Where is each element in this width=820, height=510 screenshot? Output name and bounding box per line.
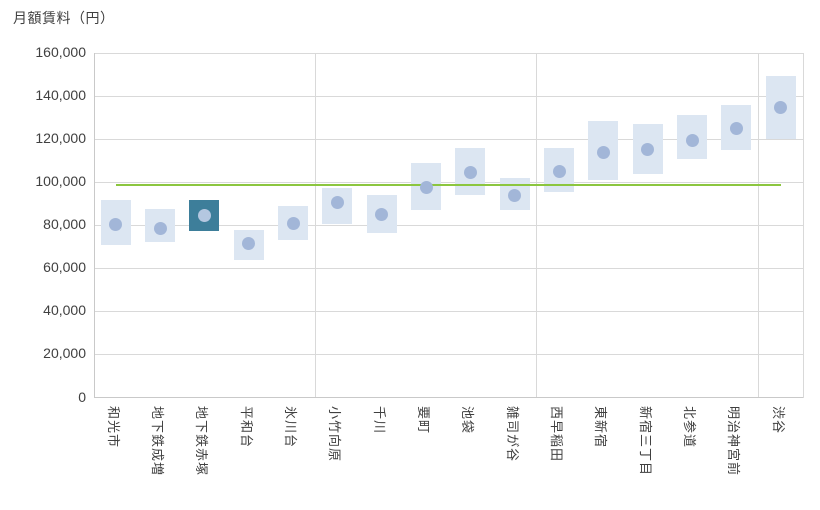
average-rent-dot[interactable] xyxy=(774,101,788,115)
gridline-horizontal xyxy=(93,138,803,140)
x-category-label-text: 西早稲田 xyxy=(549,406,565,463)
x-category-label-text: 明治神宮前 xyxy=(726,406,742,477)
y-tick-label: 80,000 xyxy=(43,216,86,233)
plot-border-right xyxy=(802,53,804,398)
x-category-label-text: 地下鉄赤塚 xyxy=(194,406,210,477)
y-axis-line xyxy=(93,53,95,398)
y-tick-label: 60,000 xyxy=(43,259,86,276)
average-rent-dot[interactable] xyxy=(242,237,256,251)
average-rent-dot[interactable] xyxy=(463,165,477,179)
y-tick-label: 40,000 xyxy=(43,302,86,319)
x-axis-line xyxy=(93,397,803,398)
average-rent-dot[interactable] xyxy=(641,143,655,157)
x-category-label-text: 千川 xyxy=(371,406,387,435)
gridline-horizontal xyxy=(93,95,803,97)
x-category-label-text: 小竹向原 xyxy=(327,406,343,463)
x-category-label-text: 地下鉄成増 xyxy=(150,406,166,477)
x-category-label-text: 渋谷 xyxy=(770,406,786,435)
x-category-label-text: 氷川台 xyxy=(283,406,299,449)
average-rent-dot[interactable] xyxy=(109,217,123,231)
gridline-horizontal xyxy=(93,310,803,312)
average-rent-dot[interactable] xyxy=(596,145,610,159)
average-rent-dot[interactable] xyxy=(197,209,211,223)
gridline-horizontal xyxy=(93,353,803,355)
average-rent-dot[interactable] xyxy=(685,133,699,147)
average-rent-dot[interactable] xyxy=(375,207,389,221)
y-tick-label: 120,000 xyxy=(35,130,86,147)
gridline-horizontal xyxy=(93,267,803,269)
gridline-horizontal xyxy=(93,224,803,226)
gridline-horizontal xyxy=(93,52,803,54)
group-divider-line xyxy=(758,53,760,398)
average-rent-dot[interactable] xyxy=(552,164,566,178)
y-tick-label: 100,000 xyxy=(35,173,86,190)
x-category-label-text: 雑司が谷 xyxy=(504,406,520,463)
y-tick-label: 140,000 xyxy=(35,87,86,104)
average-rent-dot[interactable] xyxy=(729,121,743,135)
average-rent-dot[interactable] xyxy=(508,188,522,202)
gridline-horizontal xyxy=(93,181,803,183)
group-divider-line xyxy=(314,53,316,398)
x-category-label-text: 東新宿 xyxy=(593,406,609,449)
average-reference-line[interactable] xyxy=(115,183,781,186)
average-rent-dot[interactable] xyxy=(330,196,344,210)
x-category-label-text: 平和台 xyxy=(238,406,254,449)
y-tick-label: 0 xyxy=(78,388,86,405)
group-divider-line xyxy=(536,53,538,398)
average-rent-dot[interactable] xyxy=(153,221,167,235)
x-category-label-text: 北参道 xyxy=(682,406,698,449)
average-rent-dot[interactable] xyxy=(286,216,300,230)
x-category-label-text: 要町 xyxy=(416,406,432,435)
x-category-label-text: 新宿三丁目 xyxy=(637,406,653,477)
y-tick-label: 20,000 xyxy=(43,345,86,362)
x-category-label-text: 池袋 xyxy=(460,406,476,435)
x-category-label-text: 和光市 xyxy=(105,406,121,449)
chart-title: 月額賃料（円） xyxy=(13,10,115,26)
average-rent-dot[interactable] xyxy=(419,181,433,195)
y-tick-label: 160,000 xyxy=(35,44,86,60)
